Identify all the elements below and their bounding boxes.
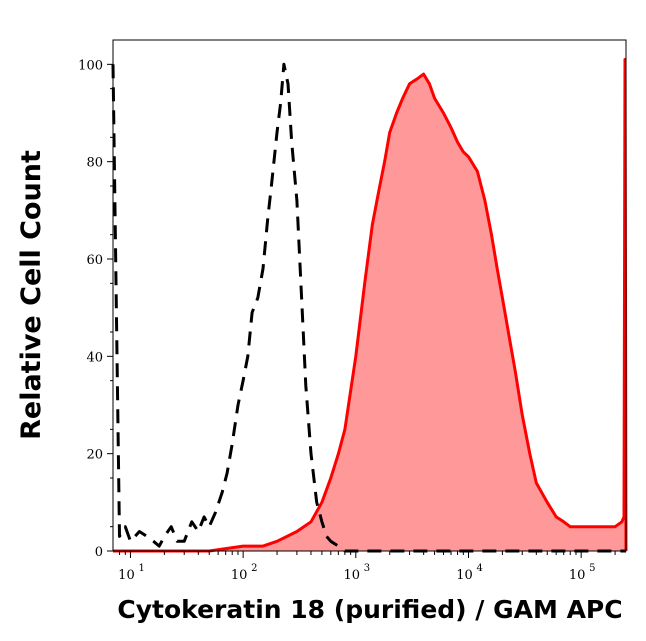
- plot-area: [111, 58, 628, 553]
- x-tick-label: 10: [118, 568, 135, 583]
- control-series-line: [111, 62, 626, 553]
- x-tick-label: 10: [231, 568, 248, 583]
- x-tick-exponent: 4: [476, 563, 482, 574]
- x-axis-label: Cytokeratin 18 (purified) / GAM APC: [117, 595, 622, 624]
- x-tick-label: 10: [569, 568, 586, 583]
- plot-frame: [112, 39, 627, 552]
- y-tick-label: 20: [86, 448, 103, 463]
- y-axis-label: Relative Cell Count: [16, 150, 47, 440]
- series-fill-area: [113, 59, 626, 551]
- y-tick-label: 40: [86, 350, 103, 365]
- y-tick-label: 100: [78, 58, 103, 73]
- x-tick-label: 10: [456, 568, 473, 583]
- stained-series-line: [113, 58, 628, 553]
- x-tick-exponent: 2: [251, 563, 257, 574]
- x-tick-exponent: 5: [589, 563, 595, 574]
- x-tick-label: 10: [344, 568, 361, 583]
- y-tick-label: 0: [95, 545, 103, 560]
- y-tick-label: 80: [86, 156, 103, 171]
- x-tick-exponent: 3: [364, 563, 370, 574]
- x-tick-exponent: 1: [138, 563, 144, 574]
- y-tick-label: 60: [86, 253, 103, 268]
